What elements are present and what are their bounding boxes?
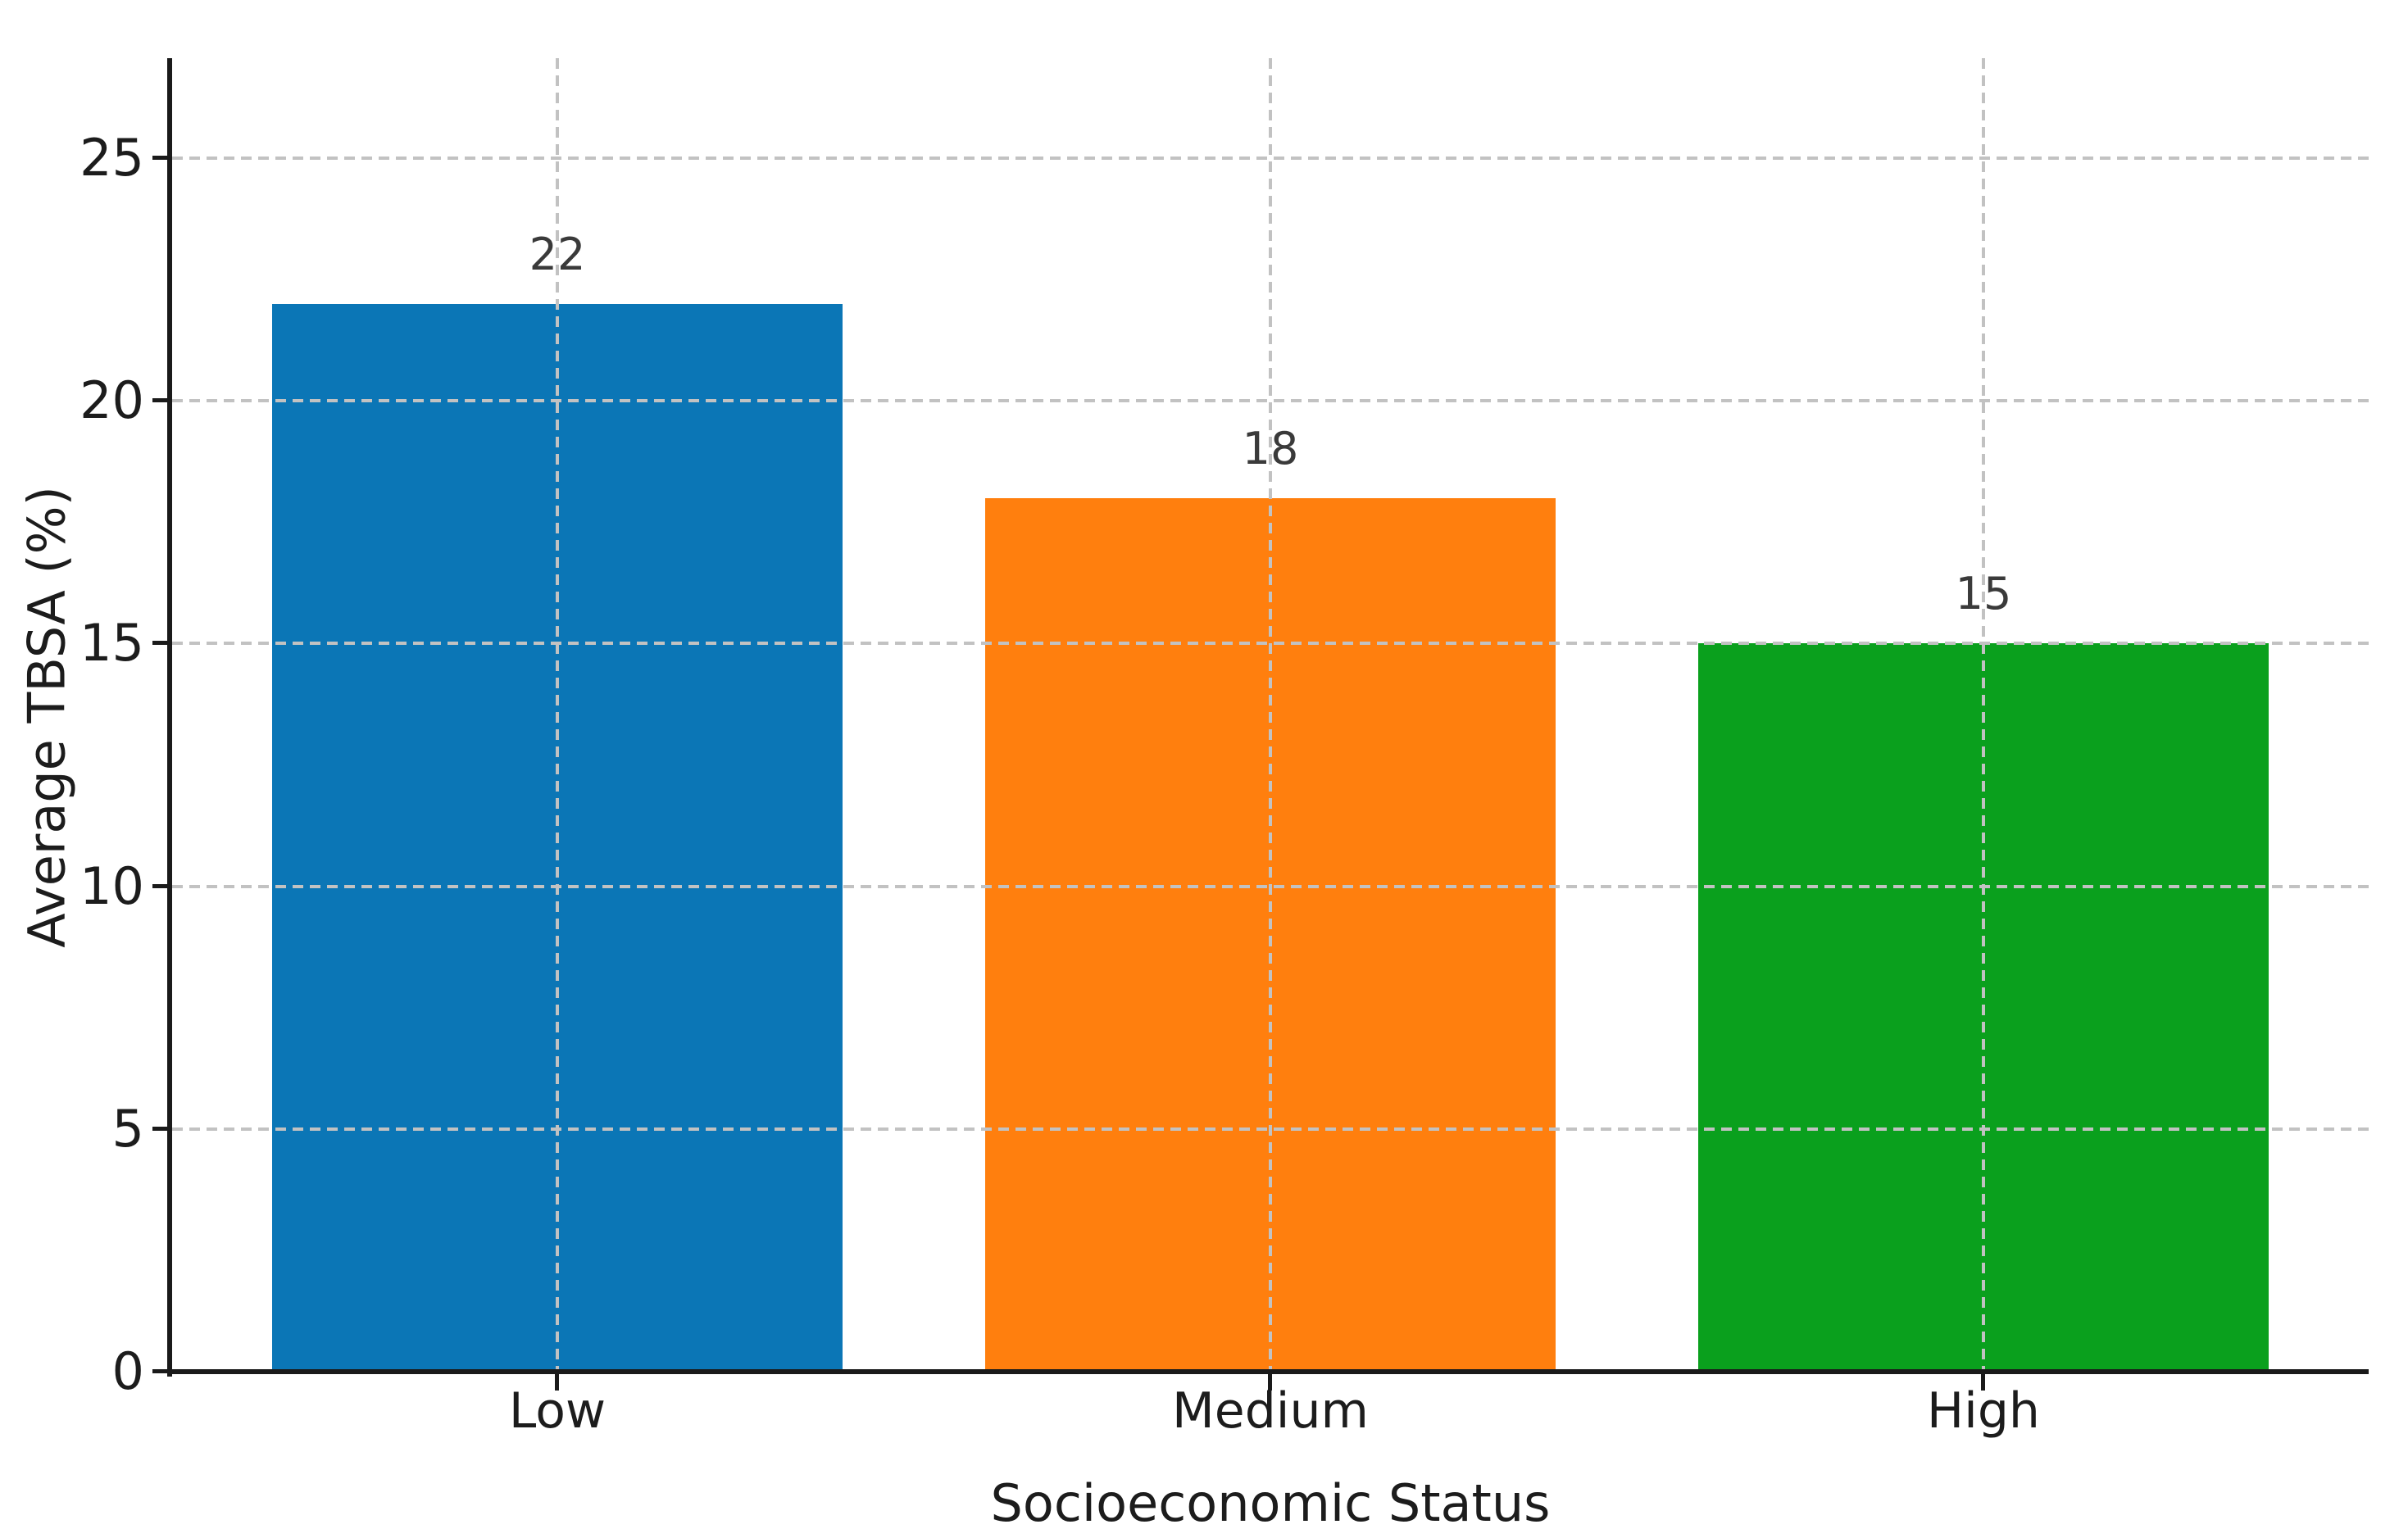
bar-value-label-low: 22 (529, 229, 586, 280)
y-tick-label-20: 20 (80, 370, 144, 430)
y-tick-5 (152, 1127, 167, 1131)
x-gridline-low (556, 58, 559, 1372)
x-tick-medium (1268, 1374, 1272, 1391)
x-axis-title: Socioeconomic Status (990, 1473, 1551, 1529)
y-axis-title: Average TBSA (%) (16, 486, 77, 948)
y-tick-label-25: 25 (80, 128, 144, 188)
x-gridline-high (1982, 58, 1985, 1372)
bar-value-label-high: 15 (1955, 568, 2012, 619)
x-tick-label-low: Low (508, 1382, 607, 1440)
x-tick-high (1981, 1374, 1985, 1391)
y-tick-label-15: 15 (80, 613, 144, 673)
bar-value-label-medium: 18 (1242, 423, 1299, 474)
y-axis-spine (167, 58, 172, 1377)
y-tick-15 (152, 641, 167, 645)
y-tick-20 (152, 398, 167, 402)
x-tick-label-medium: Medium (1172, 1382, 1369, 1440)
y-tick-label-10: 10 (80, 856, 144, 916)
y-tick-label-5: 5 (111, 1099, 144, 1159)
y-tick-25 (152, 156, 167, 160)
x-tick-low (555, 1374, 559, 1391)
y-tick-10 (152, 884, 167, 888)
x-axis-spine (167, 1369, 2369, 1374)
y-tick-label-0: 0 (111, 1341, 144, 1401)
x-tick-label-high: High (1927, 1382, 2040, 1440)
x-gridline-medium (1269, 58, 1272, 1372)
y-tick-0 (152, 1369, 167, 1373)
